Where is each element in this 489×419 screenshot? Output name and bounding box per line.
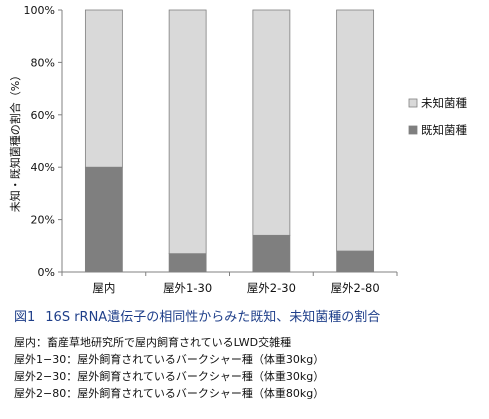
- legend-swatch-known: [408, 125, 418, 135]
- bars: [84, 9, 375, 273]
- bar-segment-unknown: [252, 9, 291, 236]
- y-axis-label: 未知・既知菌種の割合（%）: [8, 70, 22, 212]
- y-tick-label: 20%: [31, 214, 55, 227]
- y-tick-label: 80%: [31, 56, 55, 69]
- figure-number: 図1: [14, 310, 36, 325]
- bar-segment-known: [336, 250, 375, 273]
- bar-segment-known: [252, 234, 291, 273]
- x-tick-label: 屋内: [92, 281, 115, 295]
- note-line: 屋内：畜産草地研究所で屋内飼育されているLWD交雑種: [14, 336, 292, 349]
- bar-segment-known: [168, 253, 207, 273]
- bar-segment-unknown: [168, 9, 207, 255]
- bar-segment-known: [84, 166, 123, 273]
- y-tick-label: 100%: [24, 4, 55, 17]
- x-ticks: 屋内 屋外1-30 屋外2-30 屋外2-80: [61, 272, 398, 295]
- y-tick-label: 60%: [31, 109, 55, 122]
- bar-segment-unknown: [336, 9, 375, 252]
- note-line: 屋外1−30：屋外飼育されているバークシャー種（体重30kg）: [14, 353, 325, 366]
- x-tick-label: 屋外1-30: [163, 281, 212, 295]
- legend-label-known: 既知菌種: [421, 123, 467, 137]
- figure-caption: 図1 16S rRNA遺伝子の相同性からみた既知、未知菌種の割合: [14, 306, 484, 325]
- note-line: 屋外2−80：屋外飼育されているバークシャー種（体重80kg）: [14, 387, 325, 400]
- y-ticks: 0% 20% 40% 60% 80% 100%: [24, 4, 62, 279]
- x-tick-label: 屋外2-80: [331, 281, 380, 295]
- legend-label-unknown: 未知菌種: [421, 96, 467, 110]
- bar-segment-unknown: [84, 9, 123, 168]
- x-tick-label: 屋外2-30: [247, 281, 296, 295]
- legend: 未知菌種 既知菌種: [408, 96, 467, 137]
- legend-swatch-unknown: [408, 98, 418, 108]
- note-line: 屋外2−30：屋外飼育されているバークシャー種（体重30kg）: [14, 370, 325, 383]
- figure-notes: 屋内：畜産草地研究所で屋内飼育されているLWD交雑種 屋外1−30：屋外飼育され…: [14, 334, 484, 402]
- y-tick-label: 0%: [38, 266, 55, 279]
- y-tick-label: 40%: [31, 161, 55, 174]
- figure-title: 16S rRNA遺伝子の相同性からみた既知、未知菌種の割合: [45, 310, 381, 325]
- stacked-bar-chart: 未知・既知菌種の割合（%） 0% 20% 40% 60% 80% 100% 屋内 屋外1-3…: [8, 4, 467, 295]
